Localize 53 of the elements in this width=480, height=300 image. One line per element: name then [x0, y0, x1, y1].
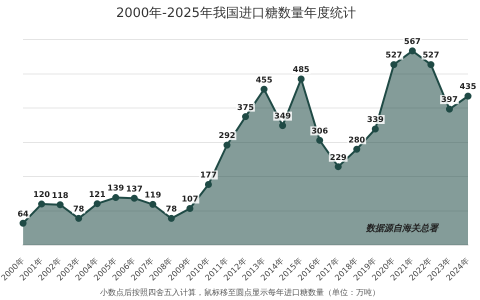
point	[372, 126, 379, 133]
point	[186, 205, 194, 212]
data-label: 397	[441, 95, 458, 104]
data-label: 455	[256, 75, 273, 84]
data-label: 567	[404, 36, 421, 46]
point	[94, 200, 101, 208]
point	[112, 194, 120, 202]
data-label: 119	[144, 190, 162, 200]
point	[20, 220, 27, 227]
point	[38, 200, 46, 208]
data-label: 527	[385, 50, 402, 60]
data-label: 121	[88, 190, 106, 199]
point	[353, 146, 360, 153]
point	[260, 86, 268, 93]
point	[390, 61, 398, 68]
point	[298, 76, 305, 82]
chart-title: 2000年-2025年我国进口糖数量年度统计	[116, 5, 356, 22]
data-label: 280	[348, 135, 366, 144]
point	[75, 214, 82, 222]
point	[446, 106, 453, 113]
data-label: 349	[274, 112, 292, 121]
data-label: 120	[33, 190, 50, 200]
data-label: 137	[126, 184, 143, 194]
data-label: 64	[17, 209, 30, 218]
data-label: 306	[311, 126, 328, 136]
data-label: 78	[73, 204, 85, 214]
point	[427, 61, 434, 68]
point	[316, 136, 324, 144]
data-label: 118	[52, 190, 69, 200]
data-label: 139	[107, 184, 125, 193]
data-label: 435	[460, 82, 477, 92]
point	[149, 200, 156, 208]
data-label: 527	[422, 50, 440, 60]
point	[279, 122, 286, 130]
data-label: 107	[182, 194, 198, 204]
data-label: 177	[200, 170, 217, 180]
data-label: 339	[366, 115, 384, 124]
data-label: 78	[166, 204, 178, 214]
point	[408, 47, 416, 54]
data-label: 292	[218, 131, 236, 140]
data-label: 485	[292, 65, 310, 74]
point	[464, 92, 472, 100]
text: 小数点后按照四舍五入计算，鼠标移至圆点显示每年进口糖数量（单位：万吨）	[100, 288, 380, 298]
point	[334, 163, 342, 170]
annotation: 数据源自海关总署	[365, 223, 440, 234]
point	[56, 201, 64, 208]
data-label: 375	[237, 102, 254, 112]
point	[242, 113, 250, 120]
point	[204, 181, 212, 188]
point	[168, 214, 175, 222]
data-label: 229	[330, 152, 348, 162]
point	[223, 142, 230, 149]
point	[130, 194, 138, 202]
